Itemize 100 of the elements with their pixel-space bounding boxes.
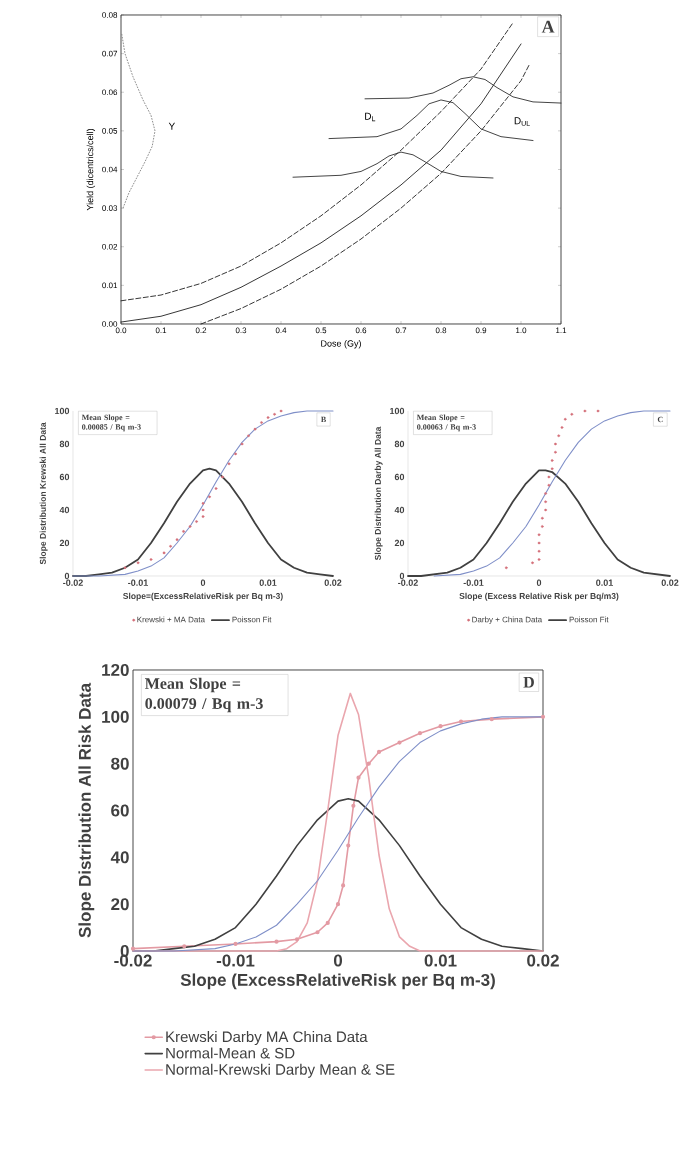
y-tick-label: 120 xyxy=(102,663,129,677)
point xyxy=(557,434,560,438)
x-tick-label: 0.8 xyxy=(435,327,447,334)
point xyxy=(201,515,205,518)
point xyxy=(346,843,351,848)
y-tick-label: 20 xyxy=(59,539,70,547)
annotation: Mean Slope = 0.00079 / Bq m-3 xyxy=(145,677,263,713)
point xyxy=(547,475,551,479)
point xyxy=(182,530,185,533)
x-tick-label: 0.2 xyxy=(195,327,207,334)
x-tick-label: 0.0 xyxy=(115,327,127,334)
point xyxy=(544,500,547,504)
annotation: B xyxy=(320,416,326,423)
x-tick-label: 0.01 xyxy=(424,954,457,967)
y-axis-title: Yield (dicentrics/cell) xyxy=(86,128,96,211)
x-tick-label: 0.1 xyxy=(155,327,167,334)
point xyxy=(351,803,356,808)
point xyxy=(169,544,172,548)
x-tick-label: 0.5 xyxy=(315,327,327,334)
point xyxy=(376,749,382,755)
x-tick-label: 1.1 xyxy=(556,327,567,334)
legend-label: Normal-Krewski Darby Mean & SE xyxy=(166,1063,395,1078)
y-tick-label: 0.01 xyxy=(102,282,118,289)
annotation: D xyxy=(523,677,534,688)
x-tick-label: 0.01 xyxy=(259,579,277,586)
x-tick-label: 1.0 xyxy=(516,327,527,334)
x-tick-label: 0 xyxy=(536,579,542,586)
point xyxy=(438,724,443,729)
x-tick-label: 0.6 xyxy=(355,327,367,334)
point xyxy=(550,467,554,471)
y-tick-label: 0.08 xyxy=(102,12,118,18)
annotation: A xyxy=(541,20,555,33)
legend-label: Darby + China Data xyxy=(472,616,543,624)
line-series xyxy=(120,22,514,302)
point xyxy=(201,502,205,505)
point xyxy=(315,930,320,935)
point xyxy=(274,939,279,944)
point xyxy=(253,427,257,431)
legend-label: Krewski + MA Data xyxy=(137,616,205,623)
x-tick-label: 0.02 xyxy=(527,954,559,967)
x-axis-title: Slope (ExcessRelativeRisk per Bq m-3) xyxy=(180,973,495,990)
point xyxy=(544,508,547,512)
x-tick-label: 0 xyxy=(200,579,206,586)
y-tick-label: 40 xyxy=(59,506,70,514)
point xyxy=(273,412,276,416)
line-series xyxy=(121,33,156,209)
point xyxy=(537,533,541,537)
line-series xyxy=(328,99,534,141)
point xyxy=(544,492,547,495)
x-tick-label: 0.7 xyxy=(395,327,407,334)
y-tick-label: 100 xyxy=(55,407,70,415)
y-tick-label: 20 xyxy=(394,539,405,547)
x-tick-label: -0.02 xyxy=(63,579,83,586)
y-tick-label: 0.02 xyxy=(102,243,118,250)
point xyxy=(583,409,587,413)
point xyxy=(341,883,346,888)
point xyxy=(489,717,494,722)
y-tick-label: 60 xyxy=(111,804,129,817)
point xyxy=(162,551,166,555)
legend-label: Krewski Darby MA China Data xyxy=(166,1031,368,1046)
y-tick-label: 60 xyxy=(59,473,70,481)
point xyxy=(130,946,136,951)
x-tick-label: -0.02 xyxy=(398,579,418,586)
point xyxy=(397,740,402,745)
legend-label: Normal-Mean & SD xyxy=(166,1047,295,1059)
point xyxy=(335,902,341,907)
y-tick-label: 20 xyxy=(111,898,129,911)
point xyxy=(182,944,187,949)
point xyxy=(208,495,211,499)
point xyxy=(201,508,205,512)
annotation: Mean Slope = 0.00085 / Bq m-3 xyxy=(81,414,141,432)
point xyxy=(550,459,554,462)
x-tick-label: 0.3 xyxy=(235,327,247,334)
x-axis-title: Slope=(ExcessRelativeRisk per Bq m-3) xyxy=(123,592,283,601)
x-axis-title: Slope (Excess Relative Risk per Bq/m3) xyxy=(459,592,619,601)
point xyxy=(554,442,557,446)
point xyxy=(136,561,140,565)
point xyxy=(554,450,557,454)
point xyxy=(123,566,127,570)
point xyxy=(547,483,551,487)
legend-label: Poisson Fit xyxy=(232,616,272,623)
point xyxy=(504,566,508,570)
point xyxy=(537,541,541,545)
y-axis-title: Slope Distribution All Risk Data xyxy=(78,682,95,938)
y-tick-label: 0.00 xyxy=(102,321,118,327)
annotation: D$_{L}$ xyxy=(365,112,376,122)
line-series xyxy=(72,410,334,577)
y-tick-label: 0.06 xyxy=(102,89,118,96)
point xyxy=(563,417,567,421)
y-tick-label: 80 xyxy=(59,440,70,448)
x-tick-label: 0 xyxy=(333,954,343,967)
point xyxy=(537,558,541,561)
y-tick-label: 0.05 xyxy=(102,128,118,134)
y-tick-label: 0.03 xyxy=(102,205,118,211)
point xyxy=(531,561,534,565)
annotation: Y xyxy=(168,122,175,130)
point xyxy=(149,558,153,561)
point xyxy=(458,719,464,724)
point xyxy=(260,421,263,424)
x-tick-label: 0.01 xyxy=(596,579,614,586)
